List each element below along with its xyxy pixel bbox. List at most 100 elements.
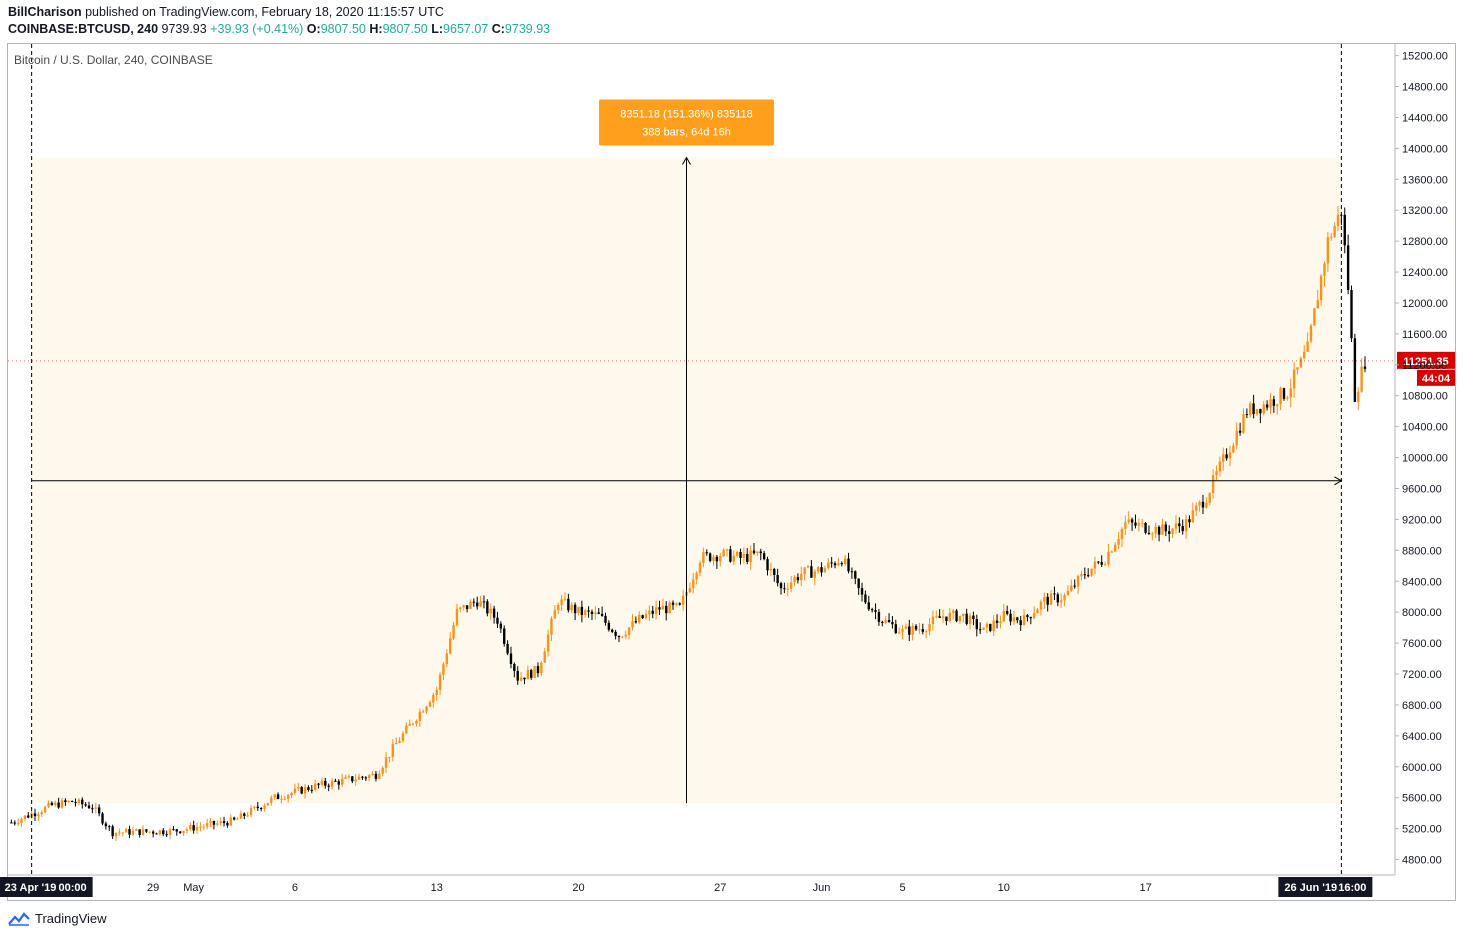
candle-body [607, 622, 611, 630]
candle-body [23, 815, 27, 819]
candle-body [381, 767, 384, 774]
range-end-tag-time: 16:00 [1338, 882, 1366, 894]
chart-title: Bitcoin / U.S. Dollar, 240, COINBASE [14, 53, 213, 67]
candle-body [16, 822, 20, 824]
candle-body [638, 615, 641, 623]
range-start-tag-time: 00:00 [58, 882, 86, 894]
price-tick-label: 6800.00 [1402, 700, 1442, 712]
candle-body [185, 829, 189, 831]
candle-body [1107, 551, 1110, 565]
candle-body [877, 612, 881, 622]
candle-body [553, 610, 557, 619]
candle-body [1059, 600, 1063, 603]
candle-body [722, 549, 725, 557]
candle-body [911, 625, 914, 635]
candle-body [1012, 617, 1016, 622]
candle-body [962, 613, 965, 616]
candle-body [1016, 617, 1019, 621]
candle-body [1276, 404, 1279, 406]
candle-body [530, 670, 533, 678]
candle-body [631, 621, 634, 628]
time-axis: 29 May 6 13 20 27 Jun 5 10 17 [8, 874, 1395, 894]
candle-body [1043, 596, 1046, 602]
candle-body [762, 553, 766, 560]
candle-body [816, 567, 820, 572]
time-tick-label: May [183, 882, 204, 894]
price-tick-label: 9200.00 [1402, 514, 1442, 526]
candle-body [415, 720, 418, 724]
candle-body [955, 610, 958, 622]
candle-body [793, 577, 796, 583]
candle-body [37, 814, 40, 817]
candle-body [1289, 388, 1292, 398]
candle-body [644, 614, 648, 619]
candle-body [1346, 245, 1350, 291]
candle-body [1110, 551, 1114, 553]
candle-body [222, 821, 226, 824]
candle-body [398, 740, 401, 743]
candle-body [1269, 399, 1272, 408]
candle-body [671, 602, 675, 605]
candle-body [1333, 225, 1336, 238]
last-price-label: 11251.35 [1403, 356, 1448, 368]
candle-body [1124, 522, 1127, 529]
candle-body [347, 776, 351, 778]
candle-body [1161, 524, 1164, 535]
candle-body [256, 806, 259, 809]
candle-body [1046, 596, 1049, 605]
candle-body [1039, 601, 1043, 610]
candle-body [428, 702, 432, 707]
candle-body [975, 619, 979, 630]
candle-body [712, 556, 715, 562]
price-tick-label: 12800.00 [1402, 236, 1448, 248]
candle-body [573, 604, 577, 614]
candle-body [87, 805, 91, 809]
price-tick-label: 7600.00 [1402, 638, 1442, 650]
candle-body [438, 674, 442, 690]
candle-body [357, 776, 361, 780]
candle-body [742, 554, 746, 558]
candle-body [854, 571, 857, 579]
range-arrow-up [682, 156, 691, 165]
symbol-label: COINBASE:BTCUSD, 240 [8, 22, 159, 36]
candle-body [128, 829, 131, 835]
time-tick-label: 29 [147, 882, 159, 894]
candle-body [307, 787, 310, 790]
price-tick-label: 6400.00 [1402, 731, 1442, 743]
candle-body [371, 773, 374, 776]
time-tick-label: 6 [292, 882, 298, 894]
candle-body [513, 664, 516, 671]
candle-body [1265, 404, 1269, 408]
candle-body [884, 620, 887, 623]
candle-body [1222, 454, 1225, 462]
candle-body [135, 829, 138, 831]
candle-body [1168, 531, 1171, 534]
candle-body [651, 610, 654, 614]
candle-body [391, 744, 395, 757]
candle-body [1286, 397, 1289, 399]
candle-body [280, 798, 283, 800]
candle-body [70, 800, 74, 802]
price-tick-label: 7200.00 [1402, 669, 1442, 681]
tradingview-logo[interactable]: TradingView [8, 911, 107, 926]
candle-body [749, 550, 752, 562]
author-name[interactable]: BillCharison [8, 5, 82, 19]
candle-body [506, 643, 509, 654]
candle-body [327, 785, 330, 787]
candle-body [692, 579, 695, 589]
candle-body [1056, 594, 1060, 603]
candle-body [1363, 366, 1367, 369]
candle-body [310, 789, 314, 791]
candle-body [492, 608, 496, 618]
candle-body [239, 813, 243, 819]
candle-body [999, 621, 1002, 623]
candle-body [806, 566, 810, 568]
candle-body [97, 807, 101, 814]
candle-body [1130, 519, 1134, 523]
candle-body [118, 832, 121, 834]
candle-body [1090, 568, 1093, 576]
candle-body [658, 607, 661, 610]
price-tick-label: 11200.00 [1402, 360, 1447, 372]
candle-body [1262, 404, 1265, 414]
